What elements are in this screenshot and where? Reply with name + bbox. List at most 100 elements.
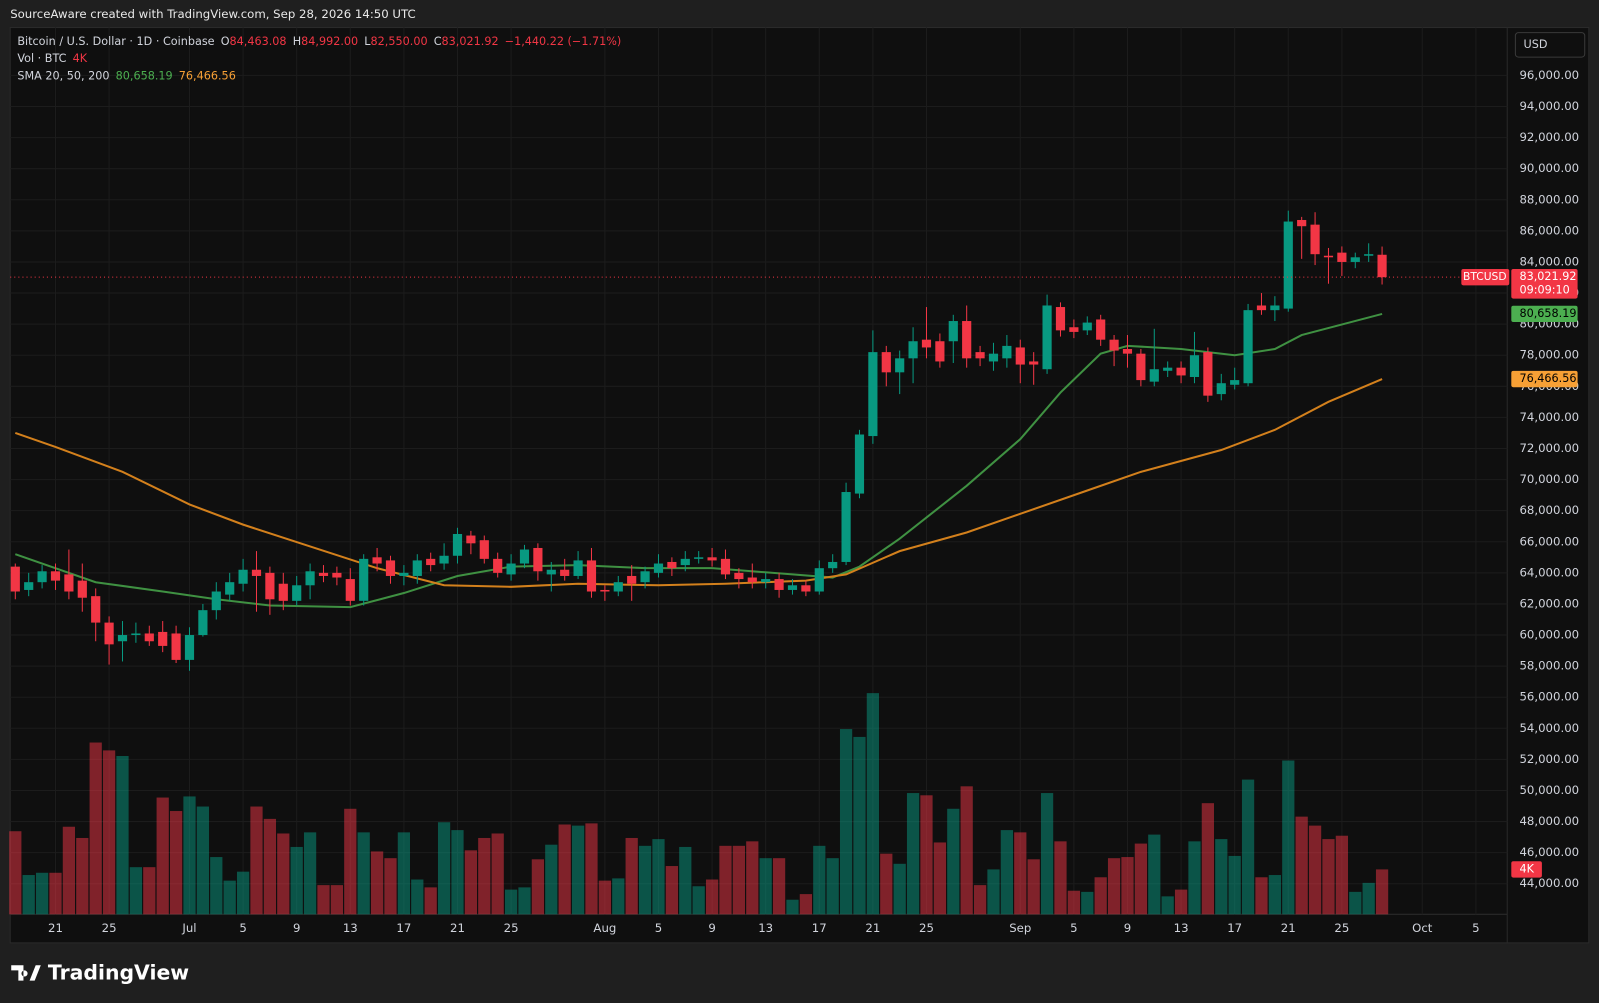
volume-bar <box>813 845 826 915</box>
volume-bar <box>759 858 772 915</box>
volume-bar <box>277 833 290 915</box>
candle-body <box>935 341 945 362</box>
candle-body <box>466 535 476 544</box>
candle-body <box>1337 252 1347 262</box>
volume-bar <box>464 850 478 915</box>
candle-body <box>787 585 798 590</box>
volume-bar <box>853 736 866 915</box>
y-tick-label: 90,000.00 <box>1519 161 1579 175</box>
candle-body <box>412 560 422 576</box>
volume-bar <box>62 826 76 915</box>
volume-bar <box>772 858 786 915</box>
volume-bar <box>746 841 759 915</box>
volume-bar <box>1027 859 1040 915</box>
candle-body <box>600 589 610 592</box>
candle-body <box>37 571 47 583</box>
x-tick-label: 5 <box>1472 921 1479 935</box>
legend-item: 4K <box>73 52 88 65</box>
x-tick-label: 21 <box>450 921 465 935</box>
volume-bar <box>250 806 263 915</box>
y-tick-label: 60,000.00 <box>1519 628 1579 642</box>
volume-bar <box>397 832 411 915</box>
candle-body <box>198 610 208 636</box>
volume-bar <box>1308 825 1322 915</box>
x-tick-label: 25 <box>1334 921 1349 935</box>
candle-body <box>761 579 771 583</box>
legend-item: H <box>293 35 301 48</box>
x-tick-label: 5 <box>239 921 246 935</box>
volume-bar <box>799 894 813 915</box>
legend-item: O <box>221 35 230 48</box>
y-tick-label: 54,000.00 <box>1519 721 1579 735</box>
volume-bar <box>987 869 1000 915</box>
legend-symbol: Bitcoin / U.S. Dollar · 1D · Coinbase O84… <box>17 35 621 48</box>
currency-box[interactable] <box>1514 32 1586 58</box>
volume-bar <box>89 742 102 915</box>
legend-volume: Vol · BTC 4K <box>17 52 87 65</box>
x-tick-label: 25 <box>102 921 117 935</box>
volume-bar <box>1268 875 1281 915</box>
volume-bar <box>947 808 960 915</box>
volume-bar <box>732 845 746 915</box>
candle-body <box>1216 383 1226 395</box>
candle-body <box>613 582 623 592</box>
candle-body <box>1015 347 1025 365</box>
currency[interactable]: USD <box>1524 38 1548 51</box>
candle-body <box>881 352 891 373</box>
brand-logo <box>11 965 41 981</box>
candle-body <box>452 533 463 556</box>
candle-body <box>653 563 664 573</box>
candle-body <box>225 582 235 595</box>
volume-bar <box>1054 841 1067 915</box>
candle-body <box>707 557 717 561</box>
volume-bar <box>906 793 920 915</box>
volume-bar <box>116 756 129 915</box>
legend-item: 83,021.92 <box>442 35 499 48</box>
candle-body <box>774 579 784 590</box>
x-tick-label: 17 <box>812 921 827 935</box>
candle-body <box>77 580 87 598</box>
y-tick-label: 46,000.00 <box>1519 845 1579 859</box>
legend-item: 82,550.00 <box>371 35 428 48</box>
candle-body <box>680 558 690 566</box>
sma-tag-label: 80,658.19 <box>1519 307 1576 320</box>
volume-bar <box>1161 896 1174 915</box>
x-tick-label: Jul <box>181 921 196 935</box>
volume-bar <box>1362 882 1375 915</box>
volume-bar <box>1228 855 1241 915</box>
candle-body <box>1243 310 1253 384</box>
candle-body <box>948 321 958 342</box>
candle-body <box>104 622 114 645</box>
y-tick-label: 52,000.00 <box>1519 752 1579 766</box>
volume-bar <box>317 885 330 915</box>
candle-body <box>10 566 20 592</box>
x-tick-label: 9 <box>293 921 300 935</box>
sma-tag <box>1511 305 1578 323</box>
candle-body <box>439 555 449 564</box>
y-tick-label: 72,000.00 <box>1519 441 1579 455</box>
candle-body <box>131 633 141 636</box>
volume-bar <box>236 871 250 915</box>
credit: SourceAware created with TradingView.com… <box>10 7 415 21</box>
candle-body <box>332 572 342 578</box>
candle-body <box>854 434 865 494</box>
volume-bar <box>625 837 638 915</box>
x-tick-label: 13 <box>1174 921 1189 935</box>
volume-bar <box>1375 869 1389 915</box>
volume-bar <box>1295 816 1308 915</box>
candle-body <box>640 571 650 583</box>
candle-body <box>801 585 811 592</box>
candle-body <box>627 575 637 584</box>
x-tick-label: 17 <box>1227 921 1242 935</box>
legend-item: 80,658.19 <box>116 69 173 82</box>
price-label: 83,021.92 <box>1519 270 1576 283</box>
volume-bar <box>652 839 665 915</box>
volume-bar <box>1241 779 1255 915</box>
y-tick-label: 44,000.00 <box>1519 876 1579 890</box>
y-tick-label: 64,000.00 <box>1519 565 1579 579</box>
y-tick-label: 48,000.00 <box>1519 814 1579 828</box>
ticker: BTCUSD <box>1463 270 1507 283</box>
x-tick-label: 25 <box>504 921 519 935</box>
candle-body <box>1002 345 1012 359</box>
